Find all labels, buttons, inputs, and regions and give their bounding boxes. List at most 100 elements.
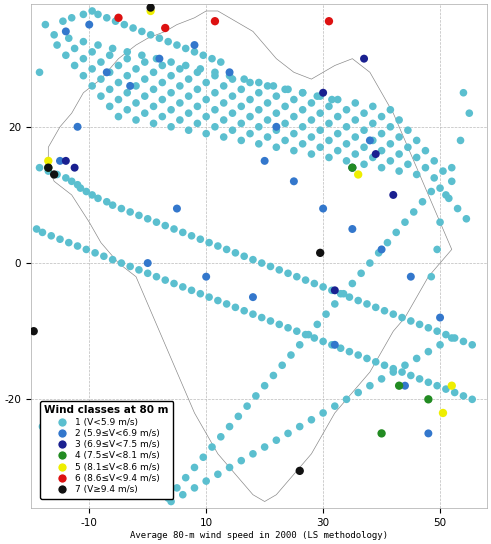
Point: [448, 177, 456, 186]
Point: [36, 163, 44, 172]
Point: [159, 112, 166, 121]
Point: [261, 157, 269, 165]
Point: [159, 95, 166, 104]
Point: [94, 10, 102, 18]
Point: [290, 146, 298, 155]
Point: [463, 214, 470, 223]
Point: [366, 259, 374, 268]
Point: [36, 68, 44, 77]
Point: [141, 109, 149, 118]
Point: [202, 95, 210, 104]
Point: [179, 282, 187, 291]
Point: [173, 204, 181, 213]
Point: [369, 153, 377, 162]
Point: [457, 136, 464, 145]
Point: [249, 449, 257, 458]
Point: [138, 463, 146, 472]
Point: [211, 71, 219, 80]
Point: [91, 249, 99, 257]
Point: [41, 20, 49, 29]
Point: [176, 82, 184, 90]
Point: [258, 259, 266, 268]
Point: [369, 102, 377, 111]
Point: [381, 306, 388, 315]
Point: [88, 82, 96, 90]
Point: [114, 14, 122, 22]
Point: [316, 109, 324, 118]
Point: [410, 208, 418, 217]
Point: [205, 293, 213, 301]
Point: [413, 170, 421, 179]
Point: [363, 354, 371, 363]
Point: [141, 58, 149, 66]
Point: [88, 7, 96, 15]
Point: [167, 71, 175, 80]
Point: [68, 14, 76, 22]
Point: [120, 20, 128, 29]
Point: [94, 41, 102, 50]
Point: [325, 153, 333, 162]
Point: [349, 225, 356, 233]
Point: [389, 364, 397, 373]
Point: [223, 245, 231, 254]
Point: [290, 129, 298, 138]
Point: [395, 166, 403, 175]
Point: [401, 218, 409, 226]
Point: [249, 310, 257, 319]
Point: [114, 61, 122, 70]
Point: [211, 106, 219, 114]
Point: [316, 126, 324, 134]
Point: [319, 409, 327, 417]
Point: [109, 44, 116, 53]
Point: [220, 98, 228, 107]
Point: [109, 463, 116, 472]
Point: [220, 116, 228, 125]
Point: [132, 116, 140, 125]
Point: [159, 61, 166, 70]
Point: [80, 10, 87, 18]
Point: [319, 88, 327, 97]
Point: [188, 286, 195, 295]
Point: [123, 71, 131, 80]
Point: [284, 324, 292, 332]
Point: [167, 106, 175, 114]
Point: [106, 102, 113, 111]
Point: [273, 109, 280, 118]
Point: [252, 392, 260, 400]
Point: [448, 381, 456, 390]
Point: [319, 337, 327, 346]
Point: [325, 136, 333, 145]
Point: [162, 276, 169, 285]
Point: [255, 106, 263, 114]
Point: [114, 112, 122, 121]
Point: [85, 20, 93, 29]
Point: [331, 286, 339, 295]
Point: [176, 116, 184, 125]
Point: [296, 467, 303, 475]
Point: [191, 41, 198, 50]
Point: [135, 211, 143, 220]
Point: [228, 75, 236, 83]
Point: [114, 95, 122, 104]
Point: [273, 92, 280, 101]
Point: [424, 347, 432, 356]
Point: [196, 289, 204, 298]
Point: [202, 273, 210, 281]
Point: [319, 282, 327, 291]
Point: [264, 133, 272, 141]
Point: [436, 184, 444, 193]
Point: [430, 174, 438, 182]
Point: [355, 351, 362, 360]
Point: [328, 95, 336, 104]
Point: [132, 98, 140, 107]
Point: [44, 157, 52, 165]
Point: [170, 279, 178, 288]
Point: [439, 166, 447, 175]
Point: [182, 473, 190, 482]
Point: [360, 143, 368, 152]
Point: [375, 249, 382, 257]
Point: [159, 78, 166, 87]
Point: [307, 133, 315, 141]
Point: [334, 129, 342, 138]
Point: [237, 119, 245, 128]
